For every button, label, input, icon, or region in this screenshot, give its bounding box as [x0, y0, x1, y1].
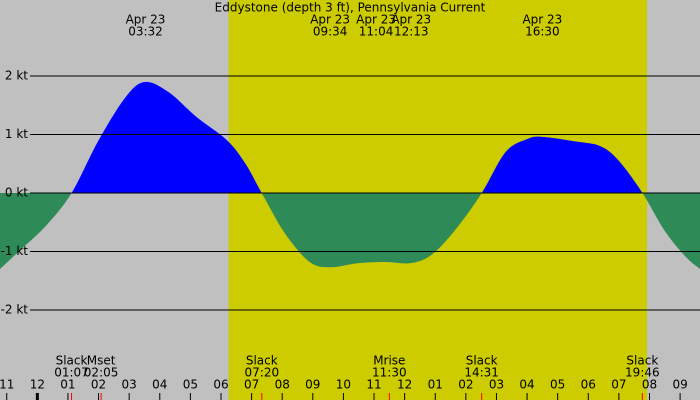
event-time: 11:04 [359, 25, 394, 39]
event-time: 07:20 [245, 366, 280, 380]
x-tick-label: 05 [183, 378, 198, 392]
chart-title: Eddystone (depth 3 ft), Pennsylvania Cur… [215, 1, 486, 15]
event-date: Apr 23 [522, 13, 562, 27]
x-tick-label: 01 [60, 378, 75, 392]
event-date: Apr 23 [391, 13, 431, 27]
x-tick-label: 02 [458, 378, 473, 392]
x-tick-label: 01 [428, 378, 443, 392]
x-tick-label: 11 [366, 378, 381, 392]
x-tick-label: 08 [275, 378, 290, 392]
x-tick-label: 03 [122, 378, 137, 392]
x-tick-label: 03 [489, 378, 504, 392]
x-tick-label: 06 [213, 378, 228, 392]
event-date: Apr 23 [310, 13, 350, 27]
x-tick-label: 02 [91, 378, 106, 392]
x-tick-label: 07 [611, 378, 626, 392]
flood-area [0, 81, 700, 193]
x-tick-label: 11 [0, 378, 14, 392]
x-tick-label: 07 [244, 378, 259, 392]
x-tick-label: 08 [642, 378, 657, 392]
event-time: 12:13 [394, 25, 429, 39]
y-tick-label: -1 kt [1, 244, 29, 258]
y-tick-label: 2 kt [5, 69, 28, 83]
event-date: Apr 23 [126, 13, 166, 27]
y-tick-label: 0 kt [5, 185, 28, 199]
event-label: Mrise [373, 354, 405, 368]
event-label: Slack [626, 354, 658, 368]
x-tick-label: 06 [581, 378, 596, 392]
event-time: 03:32 [128, 25, 163, 39]
event-time: 02:05 [84, 366, 119, 380]
event-time: 11:30 [372, 366, 407, 380]
event-time: 01:07 [54, 366, 89, 380]
y-tick-label: -2 kt [1, 302, 29, 316]
event-label: Mset [87, 354, 116, 368]
event-time: 19:46 [625, 366, 660, 380]
x-tick-label: 05 [550, 378, 565, 392]
event-label: Slack [246, 354, 278, 368]
y-tick-label: 1 kt [5, 127, 28, 141]
event-label: Slack [56, 354, 88, 368]
event-label: Slack [466, 354, 498, 368]
event-date: Apr 23 [356, 13, 396, 27]
x-tick-label: 09 [672, 378, 687, 392]
x-tick-label: 10 [336, 378, 351, 392]
x-tick-label: 04 [152, 378, 167, 392]
x-tick-label: 12 [397, 378, 412, 392]
ebb-area [0, 192, 700, 270]
event-time: 14:31 [464, 366, 499, 380]
event-time: 09:34 [313, 25, 348, 39]
x-tick-label: 09 [305, 378, 320, 392]
x-tick-label: 12 [30, 378, 45, 392]
x-tick-label: 04 [519, 378, 534, 392]
event-time: 16:30 [525, 25, 560, 39]
